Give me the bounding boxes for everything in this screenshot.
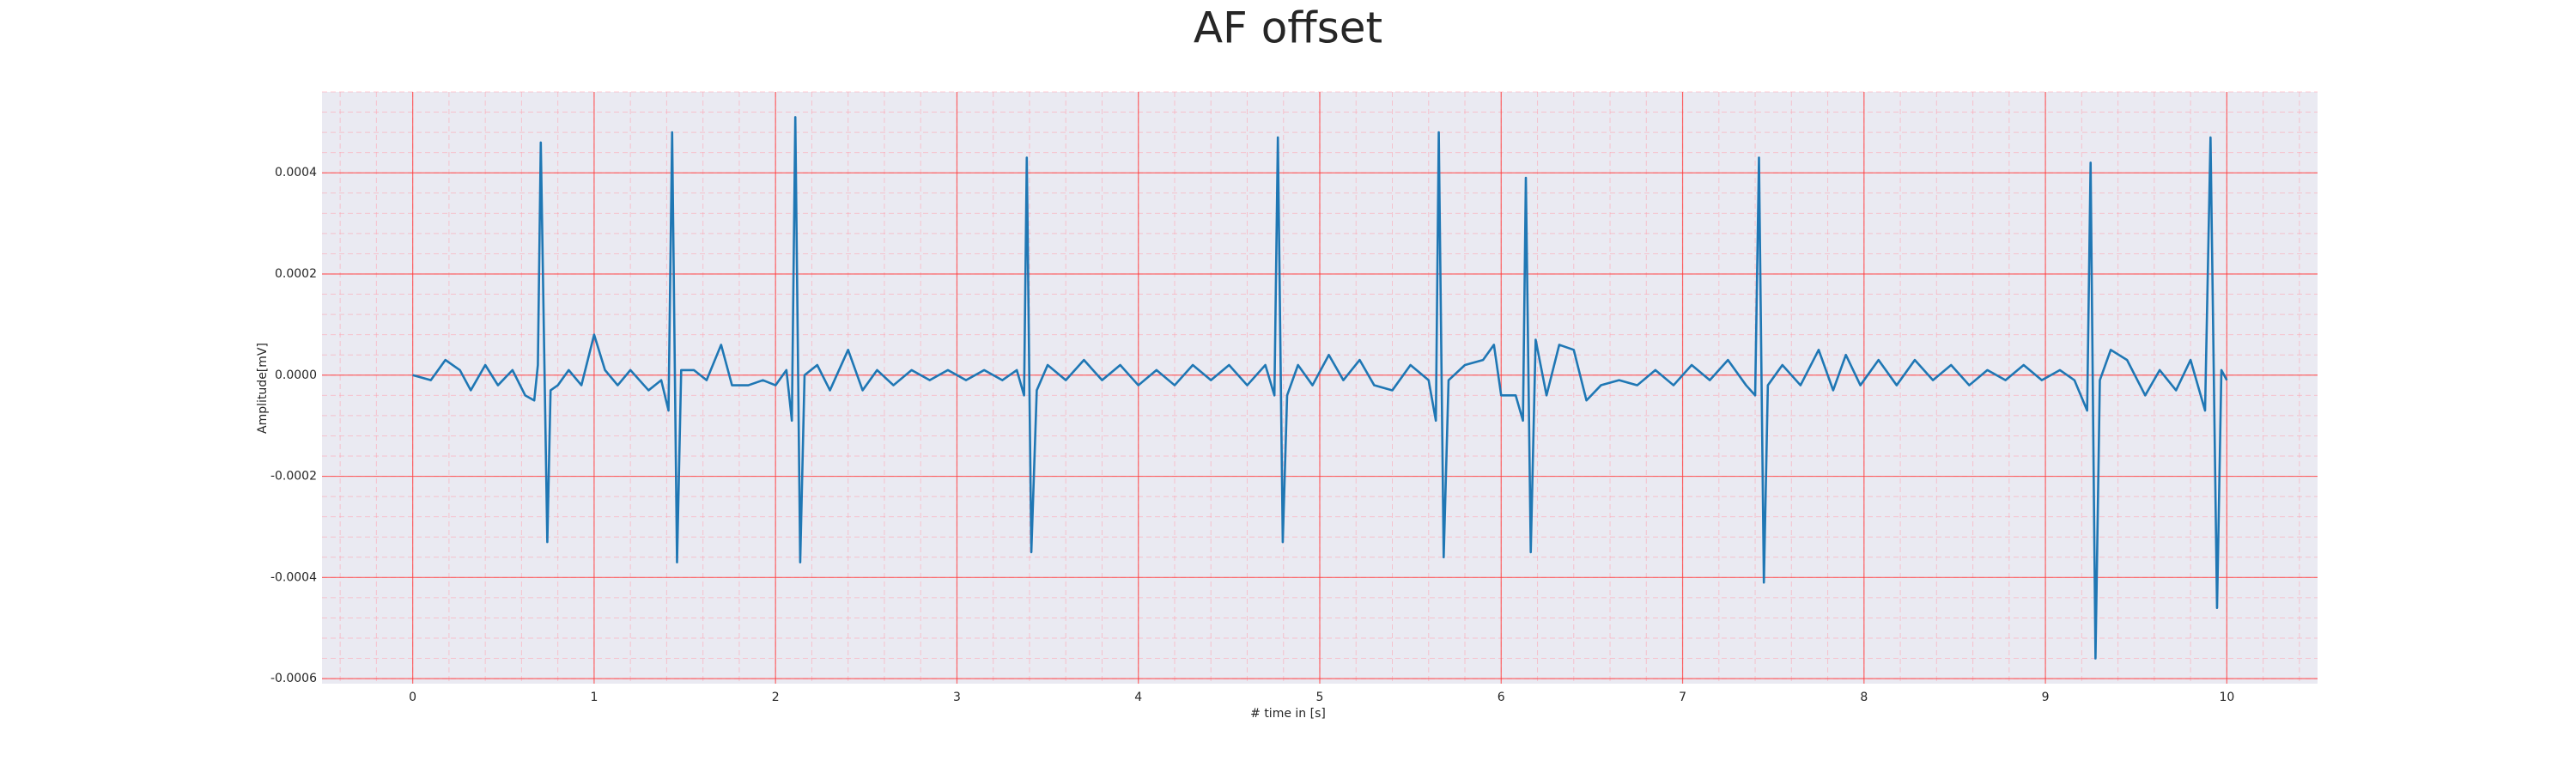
x-tick-label: 6 [1498,691,1505,704]
x-tick-label: 10 [2219,691,2234,704]
marks [412,116,2228,660]
x-axis-label: # time in [s] [1250,707,1326,721]
y-tick-label: -0.0006 [270,672,317,685]
chart-title: AF offset [1194,3,1382,53]
y-tick-label: 0.0002 [275,267,317,281]
y-axis-label: Amplitude[mV] [256,343,270,434]
y-tick-label: 0.0000 [275,368,317,382]
x-tick-label: 1 [590,691,598,704]
signal-line [412,116,2228,660]
x-tick-label: 8 [1860,691,1868,704]
x-tick-label: 0 [409,691,416,704]
x-tick-label: 7 [1679,691,1686,704]
y-tick-label: -0.0002 [270,470,317,484]
x-tick-label: 9 [2042,691,2050,704]
y-tick-label: 0.0004 [275,166,317,180]
y-tick-label: -0.0004 [270,570,317,584]
x-tick-label: 4 [1134,691,1142,704]
x-tick-label: 2 [772,691,780,704]
x-tick-label: 5 [1316,691,1324,704]
x-tick-label: 3 [953,691,961,704]
